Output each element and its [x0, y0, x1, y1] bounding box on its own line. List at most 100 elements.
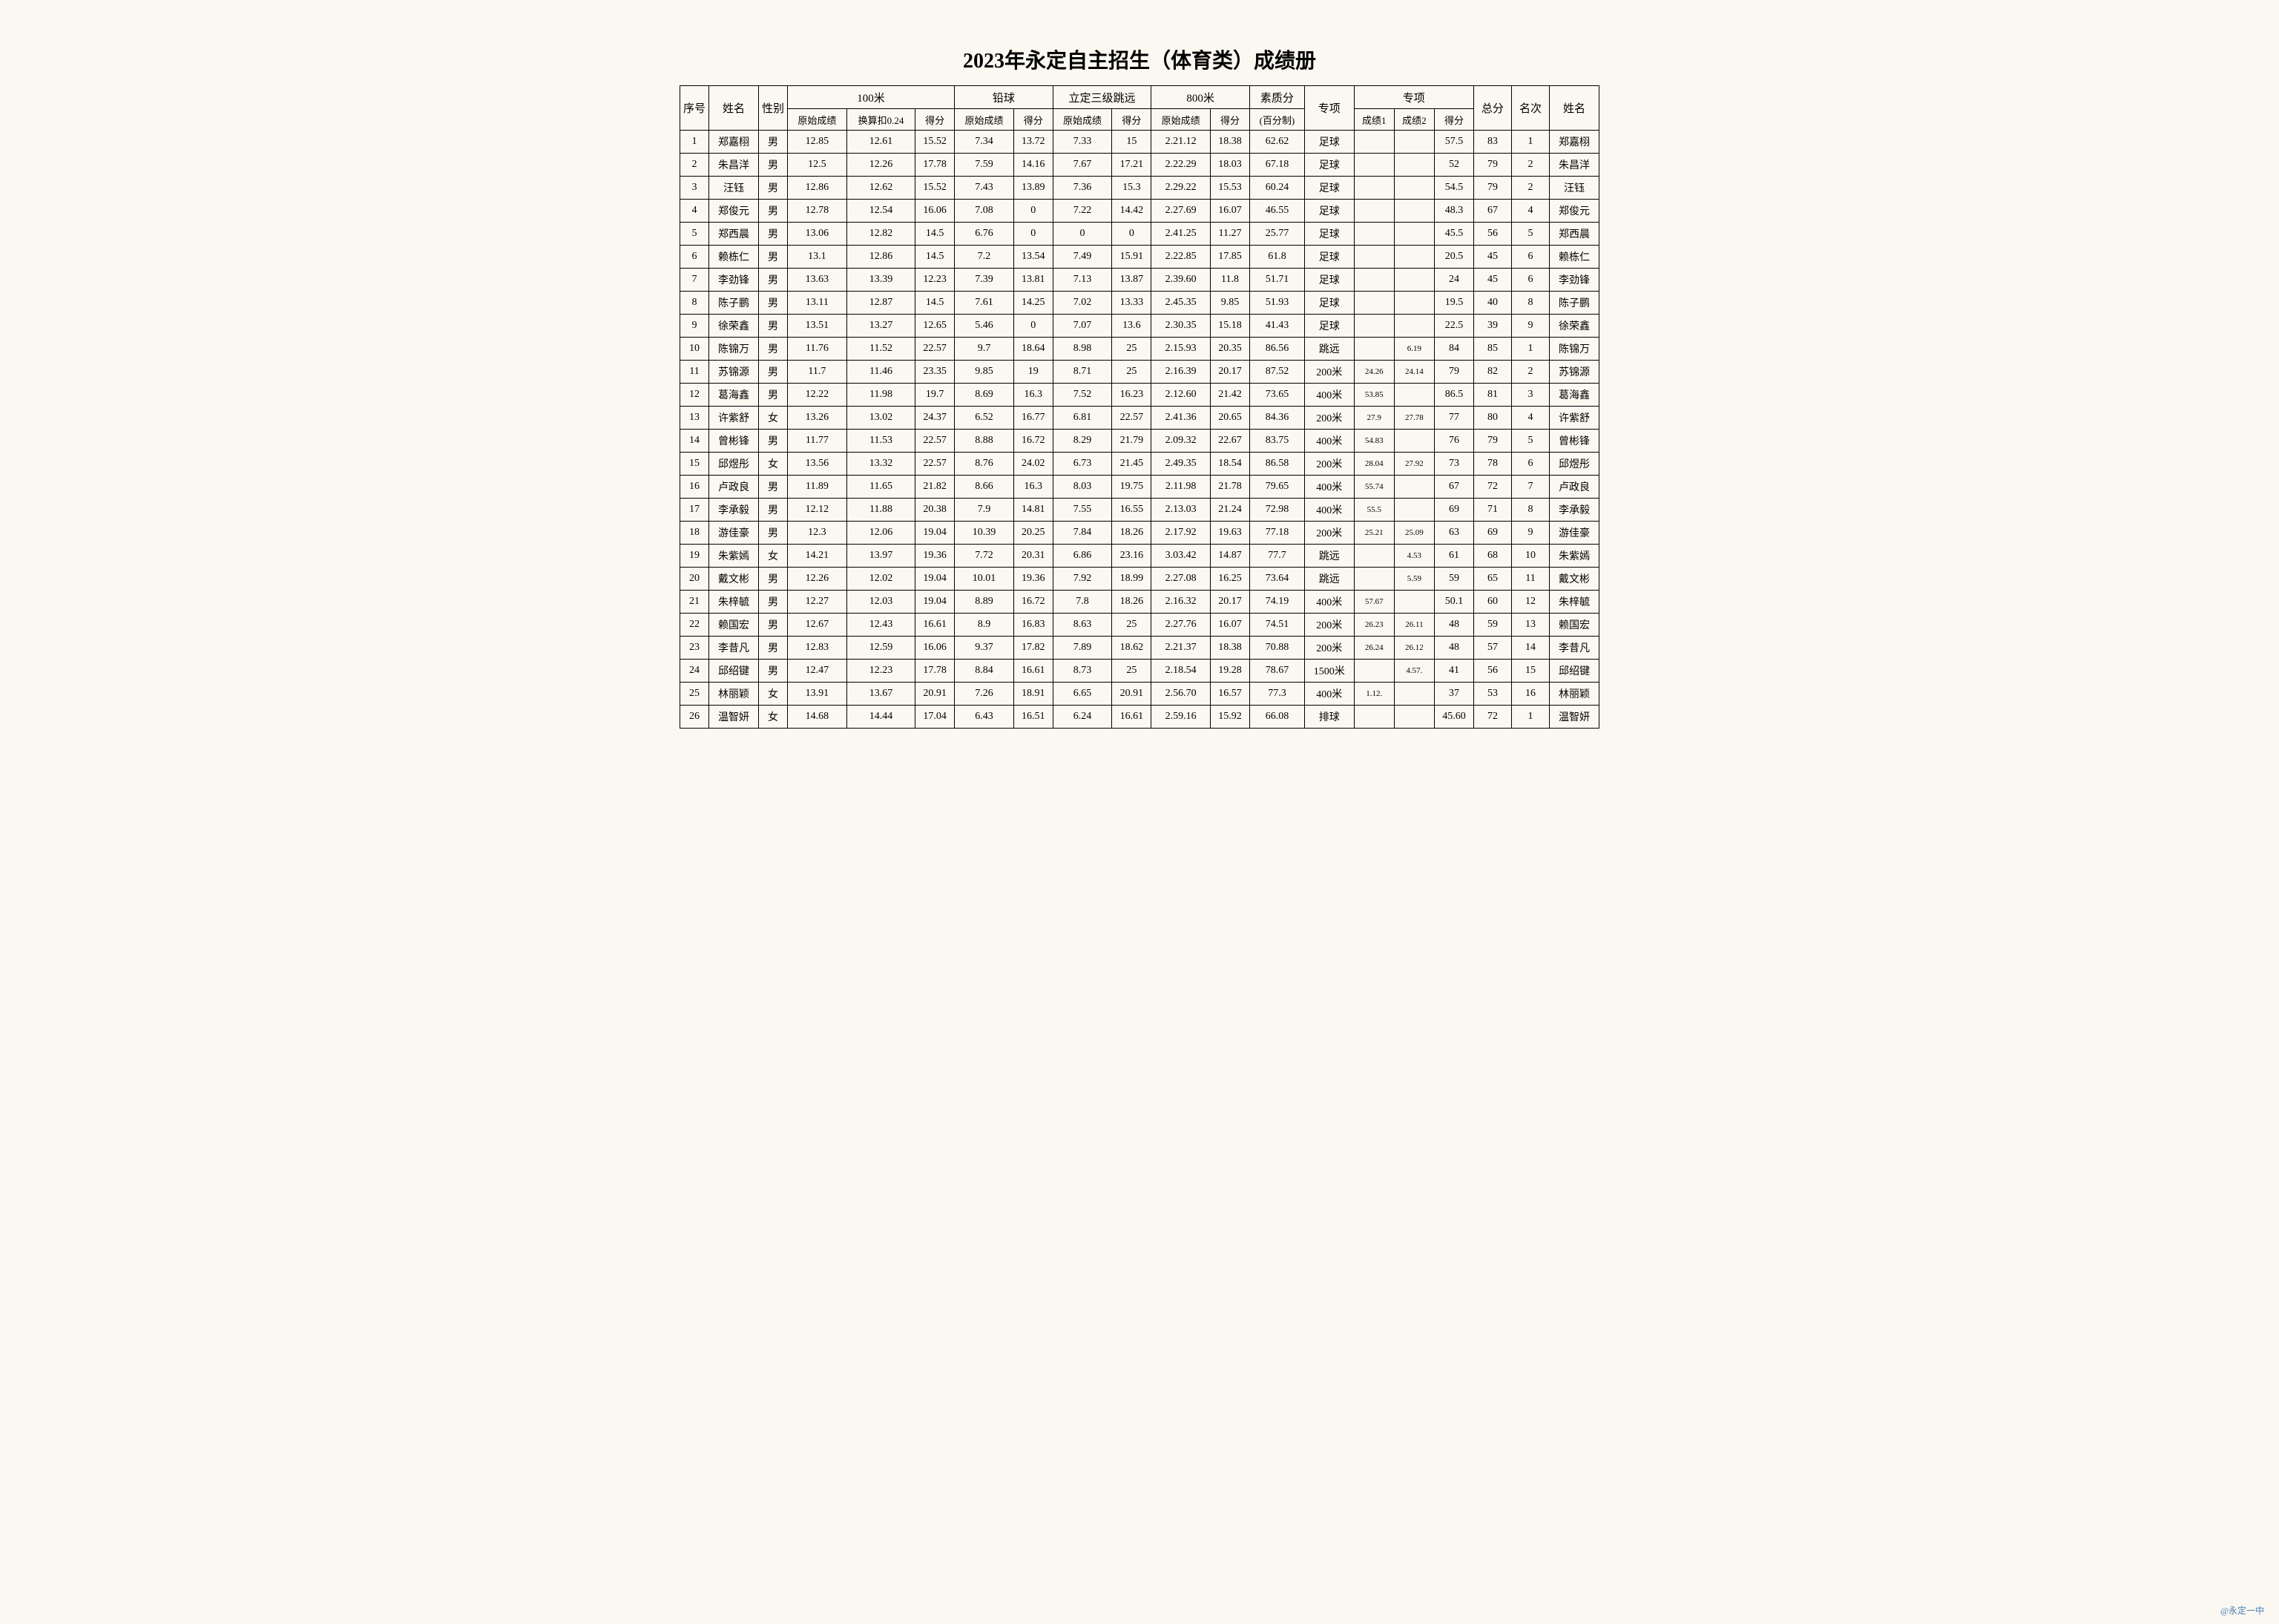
- cell-total: 78: [1473, 453, 1511, 476]
- cell-sp-score: 16.61: [1013, 660, 1053, 683]
- cell-tj-raw: 7.52: [1053, 384, 1112, 407]
- cell-name: 戴文彬: [709, 568, 759, 591]
- cell-quality: 25.77: [1249, 223, 1304, 246]
- cell-name2: 戴文彬: [1550, 568, 1599, 591]
- cell-r800-raw: 2.15.93: [1151, 338, 1211, 361]
- cell-rank: 10: [1511, 545, 1549, 568]
- cell-s100-conv: 13.39: [846, 269, 915, 292]
- cell-seq: 21: [680, 591, 709, 614]
- cell-seq: 1: [680, 131, 709, 154]
- cell-gender: 男: [759, 591, 788, 614]
- cell-tj-score: 15: [1112, 131, 1151, 154]
- cell-s100-score: 19.7: [915, 384, 955, 407]
- cell-sp-score: 0: [1013, 200, 1053, 223]
- cell-rank: 6: [1511, 269, 1549, 292]
- cell-name: 朱紫嫣: [709, 545, 759, 568]
- cell-sp-raw: 8.84: [955, 660, 1014, 683]
- cell-total: 65: [1473, 568, 1511, 591]
- cell-seq: 7: [680, 269, 709, 292]
- cell-r800-score: 22.67: [1211, 430, 1250, 453]
- cell-name: 苏锦源: [709, 361, 759, 384]
- cell-sp-score: 0: [1013, 223, 1053, 246]
- cell-quality: 78.67: [1249, 660, 1304, 683]
- cell-tj-raw: 7.02: [1053, 292, 1112, 315]
- cell-name: 陈子鹏: [709, 292, 759, 315]
- cell-e2: [1394, 154, 1434, 177]
- cell-total: 79: [1473, 430, 1511, 453]
- watermark: @永定一中: [2220, 1604, 2264, 1617]
- cell-s100-raw: 13.51: [788, 315, 847, 338]
- cell-tj-score: 0: [1112, 223, 1151, 246]
- cell-e1: 55.74: [1354, 476, 1394, 499]
- cell-r800-score: 20.35: [1211, 338, 1250, 361]
- table-row: 13许紫舒女13.2613.0224.376.5216.776.8122.572…: [680, 407, 1599, 430]
- cell-r800-raw: 2.41.25: [1151, 223, 1211, 246]
- cell-tj-score: 16.61: [1112, 706, 1151, 729]
- cell-e2: 6.19: [1394, 338, 1434, 361]
- cell-r800-raw: 2.18.54: [1151, 660, 1211, 683]
- cell-rank: 13: [1511, 614, 1549, 637]
- cell-name2: 邱煜彤: [1550, 453, 1599, 476]
- cell-s100-conv: 12.06: [846, 522, 915, 545]
- cell-e-score: 19.5: [1435, 292, 1474, 315]
- cell-e1: 26.23: [1354, 614, 1394, 637]
- col-total: 总分: [1473, 86, 1511, 131]
- cell-event: 200米: [1304, 453, 1354, 476]
- cell-e2: 25.09: [1394, 522, 1434, 545]
- cell-r800-score: 20.17: [1211, 591, 1250, 614]
- cell-sp-raw: 9.37: [955, 637, 1014, 660]
- cell-sp-score: 14.16: [1013, 154, 1053, 177]
- cell-e2: 26.12: [1394, 637, 1434, 660]
- table-row: 5郑西晨男13.0612.8214.56.760002.41.2511.2725…: [680, 223, 1599, 246]
- cell-sp-score: 20.25: [1013, 522, 1053, 545]
- cell-sp-raw: 9.7: [955, 338, 1014, 361]
- cell-sp-score: 18.91: [1013, 683, 1053, 706]
- cell-e-score: 20.5: [1435, 246, 1474, 269]
- cell-tj-raw: 8.63: [1053, 614, 1112, 637]
- cell-event: 400米: [1304, 499, 1354, 522]
- cell-r800-score: 21.42: [1211, 384, 1250, 407]
- cell-r800-raw: 2.59.16: [1151, 706, 1211, 729]
- cell-sp-score: 13.72: [1013, 131, 1053, 154]
- cell-s100-raw: 12.78: [788, 200, 847, 223]
- col-800m: 800米: [1151, 86, 1250, 109]
- cell-s100-conv: 11.65: [846, 476, 915, 499]
- cell-tj-score: 13.6: [1112, 315, 1151, 338]
- cell-tj-raw: 7.55: [1053, 499, 1112, 522]
- cell-event: 400米: [1304, 430, 1354, 453]
- cell-r800-score: 21.24: [1211, 499, 1250, 522]
- cell-tj-score: 16.55: [1112, 499, 1151, 522]
- cell-s100-score: 15.52: [915, 131, 955, 154]
- cell-e-score: 59: [1435, 568, 1474, 591]
- cell-e2: 27.78: [1394, 407, 1434, 430]
- cell-s100-conv: 12.43: [846, 614, 915, 637]
- cell-e2: 26.11: [1394, 614, 1434, 637]
- cell-total: 56: [1473, 660, 1511, 683]
- cell-r800-raw: 2.21.12: [1151, 131, 1211, 154]
- cell-e1: 26.24: [1354, 637, 1394, 660]
- cell-rank: 3: [1511, 384, 1549, 407]
- cell-total: 39: [1473, 315, 1511, 338]
- col-sp-raw: 原始成绩: [955, 109, 1014, 131]
- cell-quality: 46.55: [1249, 200, 1304, 223]
- cell-seq: 8: [680, 292, 709, 315]
- cell-event: 足球: [1304, 269, 1354, 292]
- cell-event: 200米: [1304, 361, 1354, 384]
- cell-quality: 86.56: [1249, 338, 1304, 361]
- cell-sp-score: 20.31: [1013, 545, 1053, 568]
- cell-gender: 男: [759, 269, 788, 292]
- cell-rank: 2: [1511, 154, 1549, 177]
- cell-e1: [1354, 154, 1394, 177]
- cell-r800-score: 15.92: [1211, 706, 1250, 729]
- cell-e-score: 50.1: [1435, 591, 1474, 614]
- cell-sp-score: 16.3: [1013, 476, 1053, 499]
- cell-gender: 男: [759, 568, 788, 591]
- col-e-score: 得分: [1435, 109, 1474, 131]
- table-row: 20戴文彬男12.2612.0219.0410.0119.367.9218.99…: [680, 568, 1599, 591]
- cell-gender: 男: [759, 430, 788, 453]
- cell-sp-score: 17.82: [1013, 637, 1053, 660]
- col-e1: 成绩1: [1354, 109, 1394, 131]
- cell-event: 400米: [1304, 476, 1354, 499]
- cell-e1: 25.21: [1354, 522, 1394, 545]
- col-event: 专项: [1304, 86, 1354, 131]
